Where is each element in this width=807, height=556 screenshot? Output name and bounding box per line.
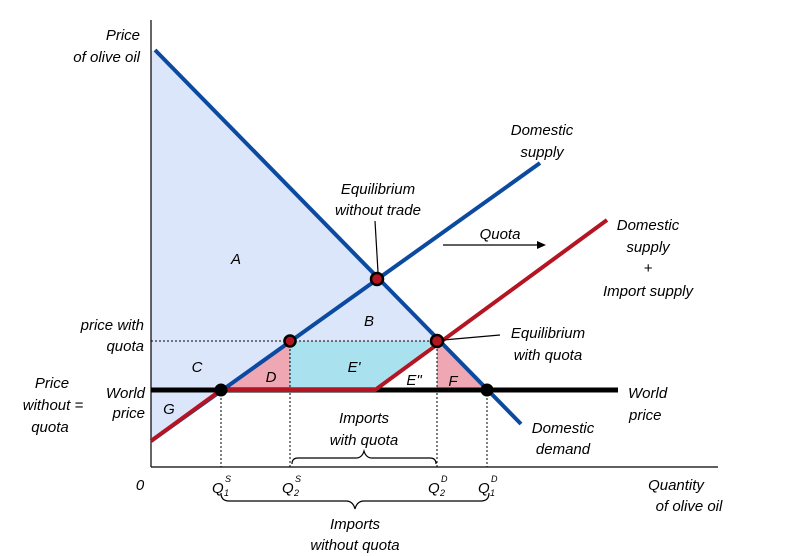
- q2d-sup: D: [441, 474, 448, 484]
- eq-no-trade-label-line1: Equilibrium: [341, 181, 415, 198]
- eq-quota-label-line1: Equilibrium: [511, 325, 585, 342]
- q1s-point: [214, 383, 228, 397]
- q2s-sub: 2: [293, 488, 299, 498]
- price-without-quota-line2: without =: [23, 397, 84, 414]
- world-price-axis-line1: World: [106, 385, 146, 402]
- imports-with-quota-line2: with quota: [330, 432, 398, 449]
- q1s-label: Q: [212, 480, 224, 497]
- supply-import-label-line4: Import supply: [603, 283, 695, 300]
- price-without-quota-line1: Price: [35, 375, 69, 392]
- imports-without-quota-line1: Imports: [330, 516, 381, 533]
- imports-with-quota-brace: [291, 448, 437, 465]
- q1d-sub: 1: [490, 488, 495, 498]
- y-axis-title-line2: of olive oil: [73, 49, 140, 66]
- y-axis-title-line1: Price: [106, 27, 140, 44]
- area-f-label: F: [448, 373, 458, 390]
- area-g-label: G: [163, 401, 175, 418]
- area-b-label: B: [364, 313, 374, 330]
- area-e1-label: E': [348, 359, 362, 376]
- equilibrium-no-trade-point: [369, 271, 385, 287]
- price-with-quota-line2: quota: [106, 338, 144, 355]
- world-price-axis-line2: price: [111, 405, 145, 422]
- supply-import-label-line1: Domestic: [617, 217, 680, 234]
- quota-label: Quota: [480, 226, 521, 243]
- equilibrium-quota-point: [429, 333, 445, 349]
- q1s-sup: S: [225, 474, 231, 484]
- domestic-demand-curve: [153, 48, 523, 426]
- world-price-label-line1: World: [628, 385, 668, 402]
- quota-arrowhead-icon: [537, 241, 546, 249]
- supply-plus-import-curve: [149, 218, 609, 443]
- price-without-quota-line3: quota: [31, 419, 69, 436]
- q1d-sup: D: [491, 474, 498, 484]
- area-a-label: A: [230, 251, 241, 268]
- q1d-label: Q: [478, 480, 490, 497]
- q1d-point: [480, 383, 494, 397]
- q2d-label: Q: [428, 480, 440, 497]
- supply-import-label-line2: supply: [626, 239, 671, 256]
- area-d-label: D: [266, 369, 277, 386]
- price-with-quota-line1: price with: [80, 317, 144, 334]
- origin-label: 0: [136, 477, 145, 494]
- q1s-sub: 1: [224, 488, 229, 498]
- x-axis-title-line2: of olive oil: [656, 498, 723, 515]
- eq-no-trade-label-line2: without trade: [335, 202, 421, 219]
- imports-with-quota-line1: Imports: [339, 410, 390, 427]
- area-c-label: C: [192, 359, 203, 376]
- imports-without-quota-line2: without quota: [310, 537, 399, 554]
- q2s-point: [283, 334, 297, 348]
- eq-quota-pointer: [442, 334, 501, 341]
- q2d-sub: 2: [439, 488, 445, 498]
- quota-rent-area: [290, 341, 437, 390]
- supply-import-label-line3: +: [644, 260, 653, 277]
- eq-no-trade-pointer: [374, 220, 379, 273]
- imports-without-quota-brace: [220, 492, 490, 510]
- domestic-demand-label-line2: demand: [536, 441, 591, 458]
- q2s-label: Q: [282, 480, 294, 497]
- eq-quota-label-line2: with quota: [514, 347, 582, 364]
- domestic-demand-label-line1: Domestic: [532, 420, 595, 437]
- domestic-supply-label-line1: Domestic: [511, 122, 574, 139]
- x-axis-title-line1: Quantity: [648, 477, 705, 494]
- q2s-sup: S: [295, 474, 301, 484]
- area-e2-label: E": [406, 372, 422, 389]
- world-price-label-line2: price: [628, 407, 662, 424]
- domestic-supply-label-line2: supply: [520, 144, 565, 161]
